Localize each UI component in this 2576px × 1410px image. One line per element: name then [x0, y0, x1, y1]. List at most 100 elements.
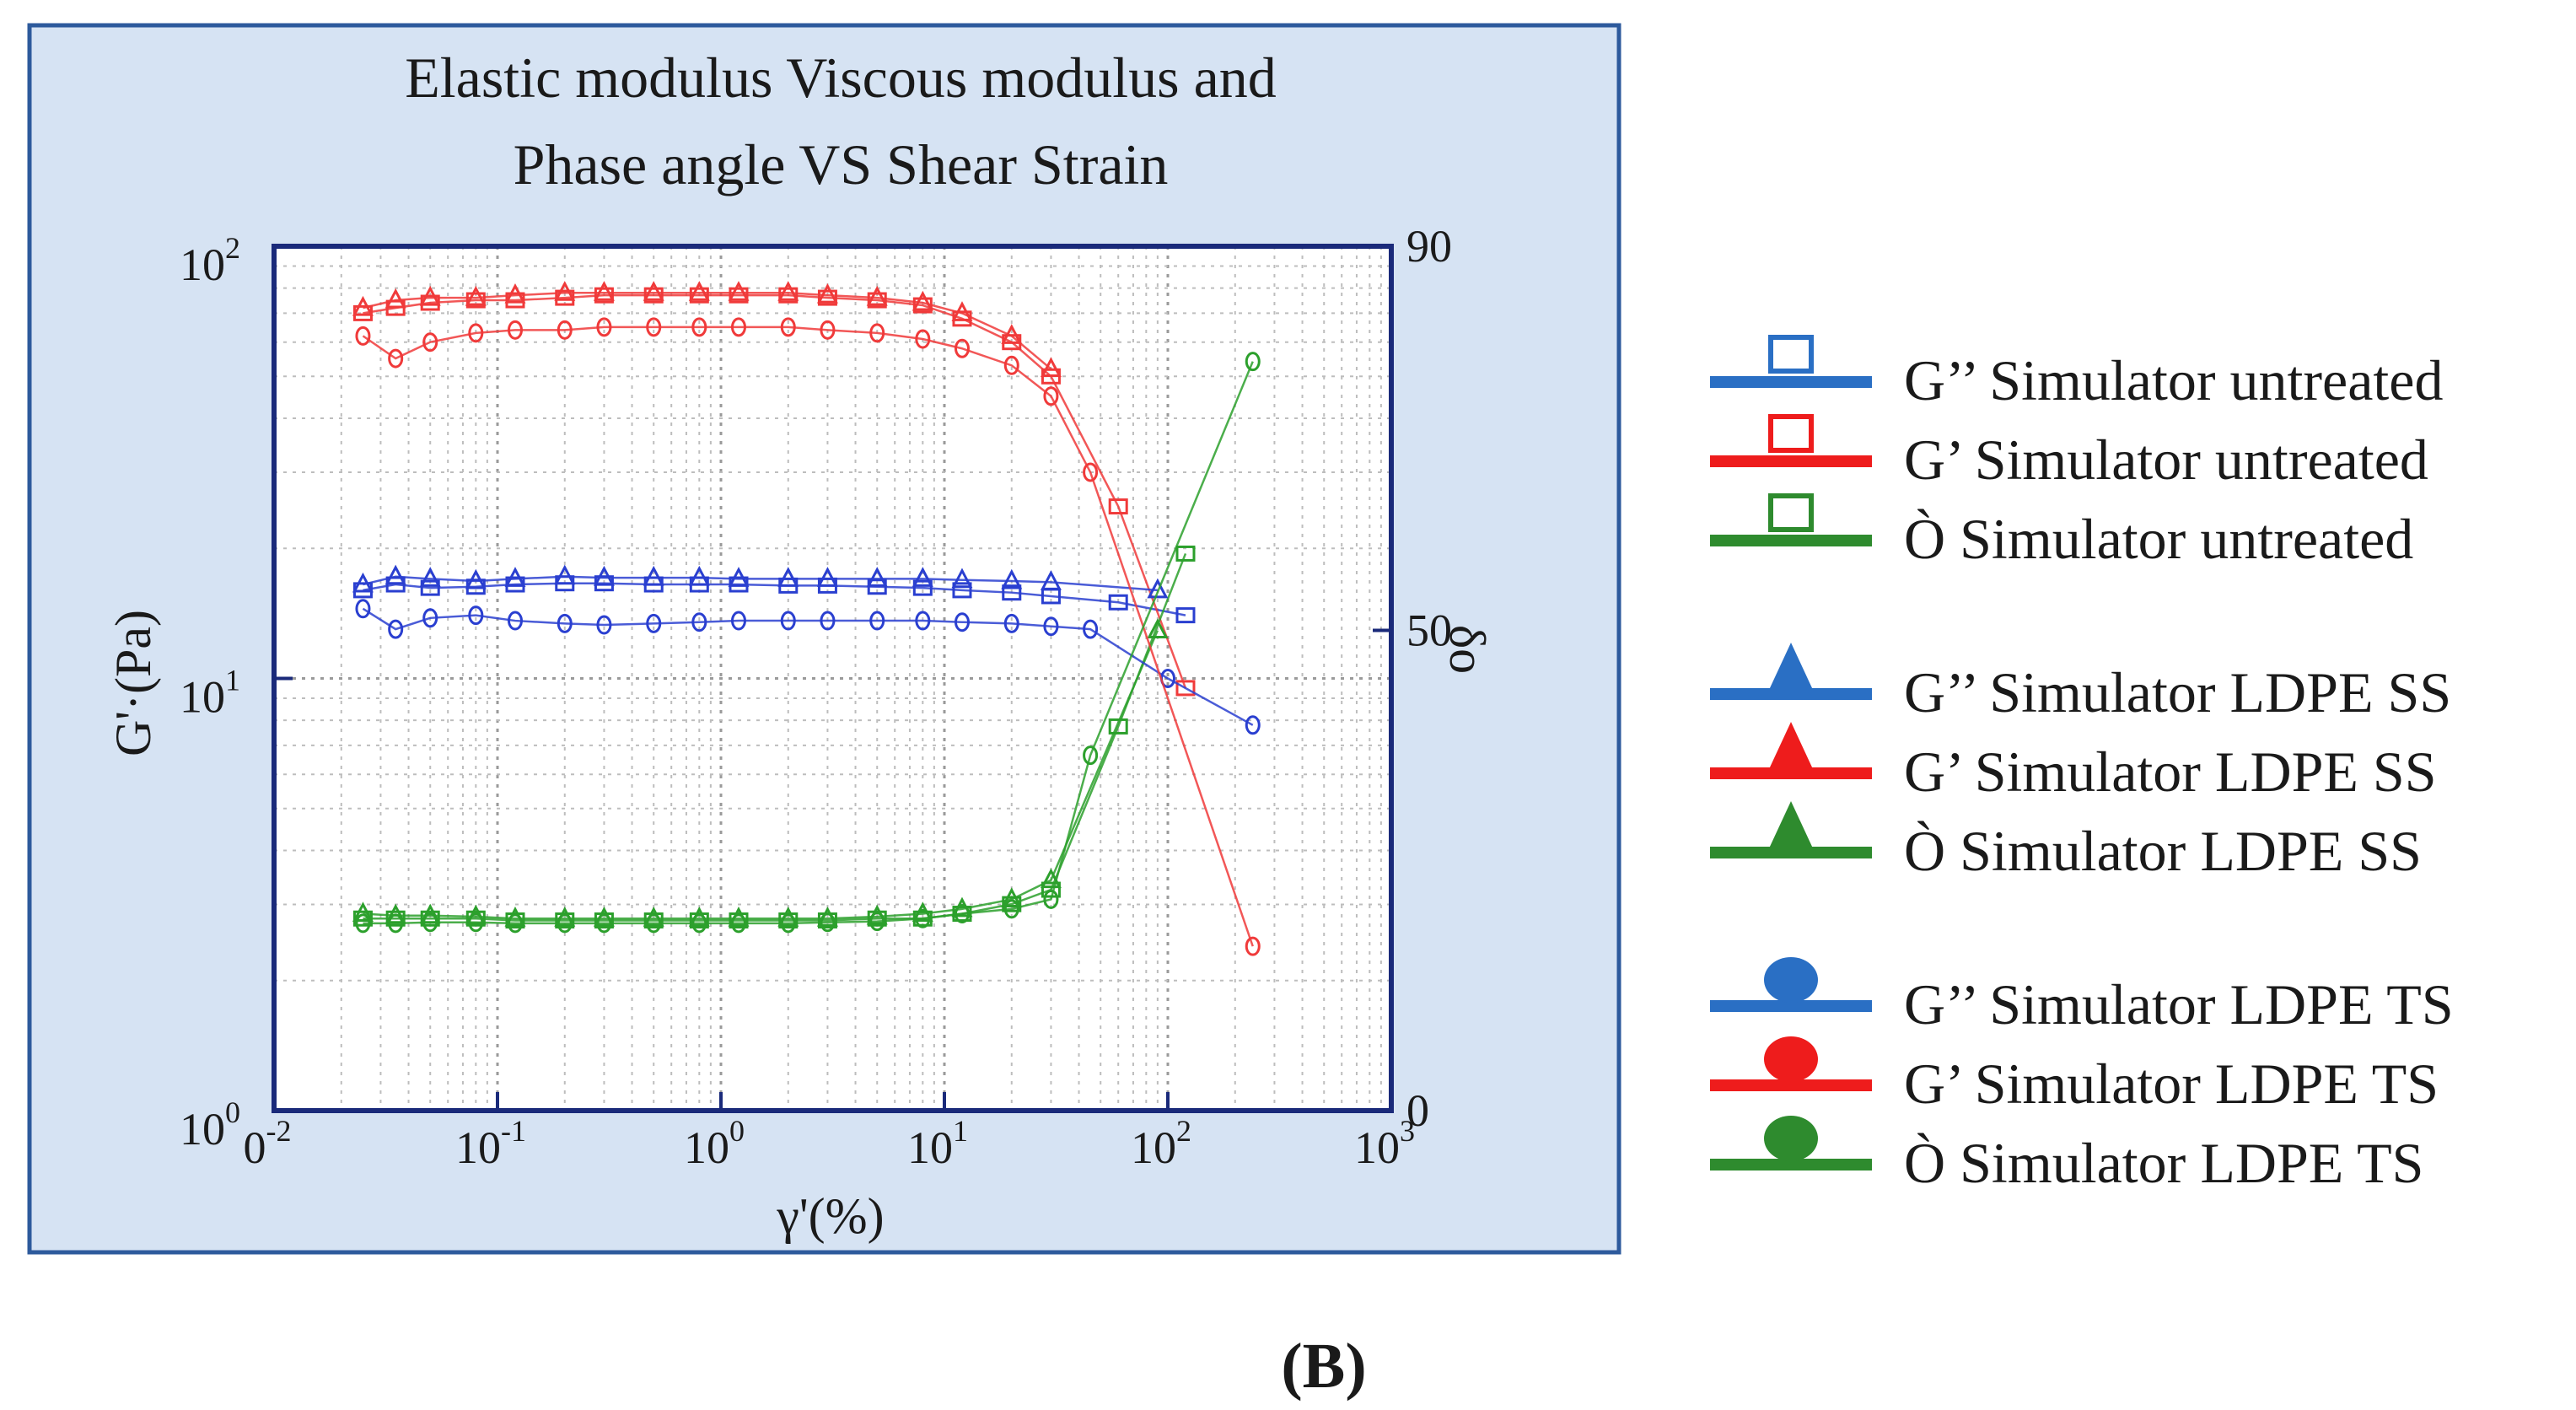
data-point	[419, 285, 441, 306]
y-left-tick-label: 100	[180, 1095, 240, 1154]
series-line	[362, 326, 1254, 947]
data-point	[422, 332, 438, 352]
legend-marker	[1768, 335, 1814, 374]
data-point	[954, 904, 970, 924]
series-line	[363, 292, 1052, 370]
data-point	[422, 608, 438, 628]
data-point	[468, 323, 484, 343]
data-point	[817, 289, 837, 306]
data-point	[1175, 607, 1196, 624]
y-right-axis-label: δo	[1439, 625, 1495, 674]
data-point	[594, 287, 614, 304]
legend-line	[1710, 1000, 1872, 1012]
chart-title-line-2: Phase angle VS Shear Strain	[514, 132, 1169, 196]
data-point	[643, 281, 664, 301]
legend-item: Ò Simulator LDPE TS	[1710, 1116, 2423, 1195]
data-point	[915, 908, 931, 928]
series-line	[363, 575, 1158, 592]
legend-item: G’’ Simulator untreated	[1710, 335, 2444, 412]
legend-item: Ò Simulator LDPE SS	[1710, 801, 2422, 883]
legend-marker	[1764, 1116, 1818, 1161]
y-right-tick-label: 50	[1406, 605, 1452, 656]
data-point	[596, 317, 612, 337]
series-line	[363, 552, 1187, 922]
data-point	[915, 611, 931, 631]
data-point	[1001, 568, 1023, 589]
data-point	[422, 912, 438, 933]
legend-label: G’ Simulator LDPE TS	[1904, 1052, 2439, 1116]
data-point	[355, 599, 371, 619]
legend-label: G’ Simulator untreated	[1904, 428, 2428, 492]
data-point	[777, 567, 799, 587]
data-point	[1040, 868, 1062, 889]
legend-marker	[1764, 957, 1818, 1003]
data-point	[557, 320, 573, 340]
legend-item: G’’ Simulator LDPE TS	[1710, 957, 2454, 1036]
data-point	[593, 565, 615, 586]
y-left-tick-label: 102	[180, 231, 240, 290]
data-point	[388, 619, 404, 639]
data-point	[420, 910, 440, 927]
panel-label: (B)	[1281, 1331, 1366, 1402]
x-tick-label: 0-2	[244, 1114, 292, 1173]
legend-line	[1710, 535, 1872, 546]
legend-line	[1710, 688, 1872, 700]
legend-label: G’’ Simulator untreated	[1904, 348, 2444, 412]
data-point	[820, 912, 836, 933]
data-point	[554, 281, 576, 301]
data-point	[912, 579, 933, 596]
chart-title-line-1: Elastic modulus Viscous modulus and	[405, 46, 1277, 110]
legend-line	[1710, 767, 1872, 779]
x-tick-label: 101	[907, 1114, 968, 1173]
data-point	[691, 317, 707, 337]
data-point	[688, 565, 710, 586]
data-point	[1040, 570, 1062, 590]
data-point	[777, 281, 799, 301]
data-point	[912, 290, 933, 311]
data-point	[728, 281, 750, 301]
data-point	[1108, 718, 1128, 735]
data-point	[507, 611, 523, 631]
grid	[274, 246, 1391, 1111]
data-point	[468, 605, 484, 626]
data-point	[869, 323, 885, 343]
data-point	[557, 613, 573, 633]
legend-label: Ò Simulator LDPE SS	[1904, 819, 2422, 883]
data-point	[355, 913, 371, 934]
data-point	[951, 568, 973, 589]
data-point	[866, 285, 888, 306]
legend-line	[1710, 1079, 1872, 1091]
data-point	[816, 283, 838, 304]
data-point	[820, 611, 836, 631]
data-point	[596, 615, 612, 635]
x-tick-label: 10-1	[455, 1114, 526, 1173]
series	[352, 281, 1062, 378]
legend-line	[1710, 847, 1872, 858]
data-point	[1245, 715, 1261, 735]
data-point	[465, 292, 486, 309]
legend-item: G’’ Simulator LDPE SS	[1710, 643, 2451, 724]
legend-line	[1710, 455, 1872, 467]
data-point	[465, 568, 487, 589]
data-point	[1001, 887, 1023, 907]
x-tick-label: 102	[1131, 1114, 1191, 1173]
data-point	[352, 295, 374, 316]
data-point	[729, 287, 749, 304]
series	[355, 317, 1261, 956]
data-point	[780, 913, 796, 934]
data-point	[420, 579, 440, 596]
data-point	[593, 281, 615, 301]
legend-item: G’ Simulator LDPE TS	[1710, 1036, 2439, 1116]
data-point	[352, 572, 374, 593]
legend-label: Ò Simulator untreated	[1904, 507, 2413, 571]
legend-line	[1710, 1159, 1872, 1171]
x-tick-label: 103	[1354, 1114, 1415, 1173]
data-point	[1083, 462, 1099, 482]
data-point	[557, 913, 573, 934]
data-point	[465, 285, 487, 306]
data-point	[646, 317, 662, 337]
y-left-axis-label: G'·(Pa)	[105, 610, 161, 756]
data-point	[507, 913, 523, 934]
data-point	[507, 320, 523, 340]
